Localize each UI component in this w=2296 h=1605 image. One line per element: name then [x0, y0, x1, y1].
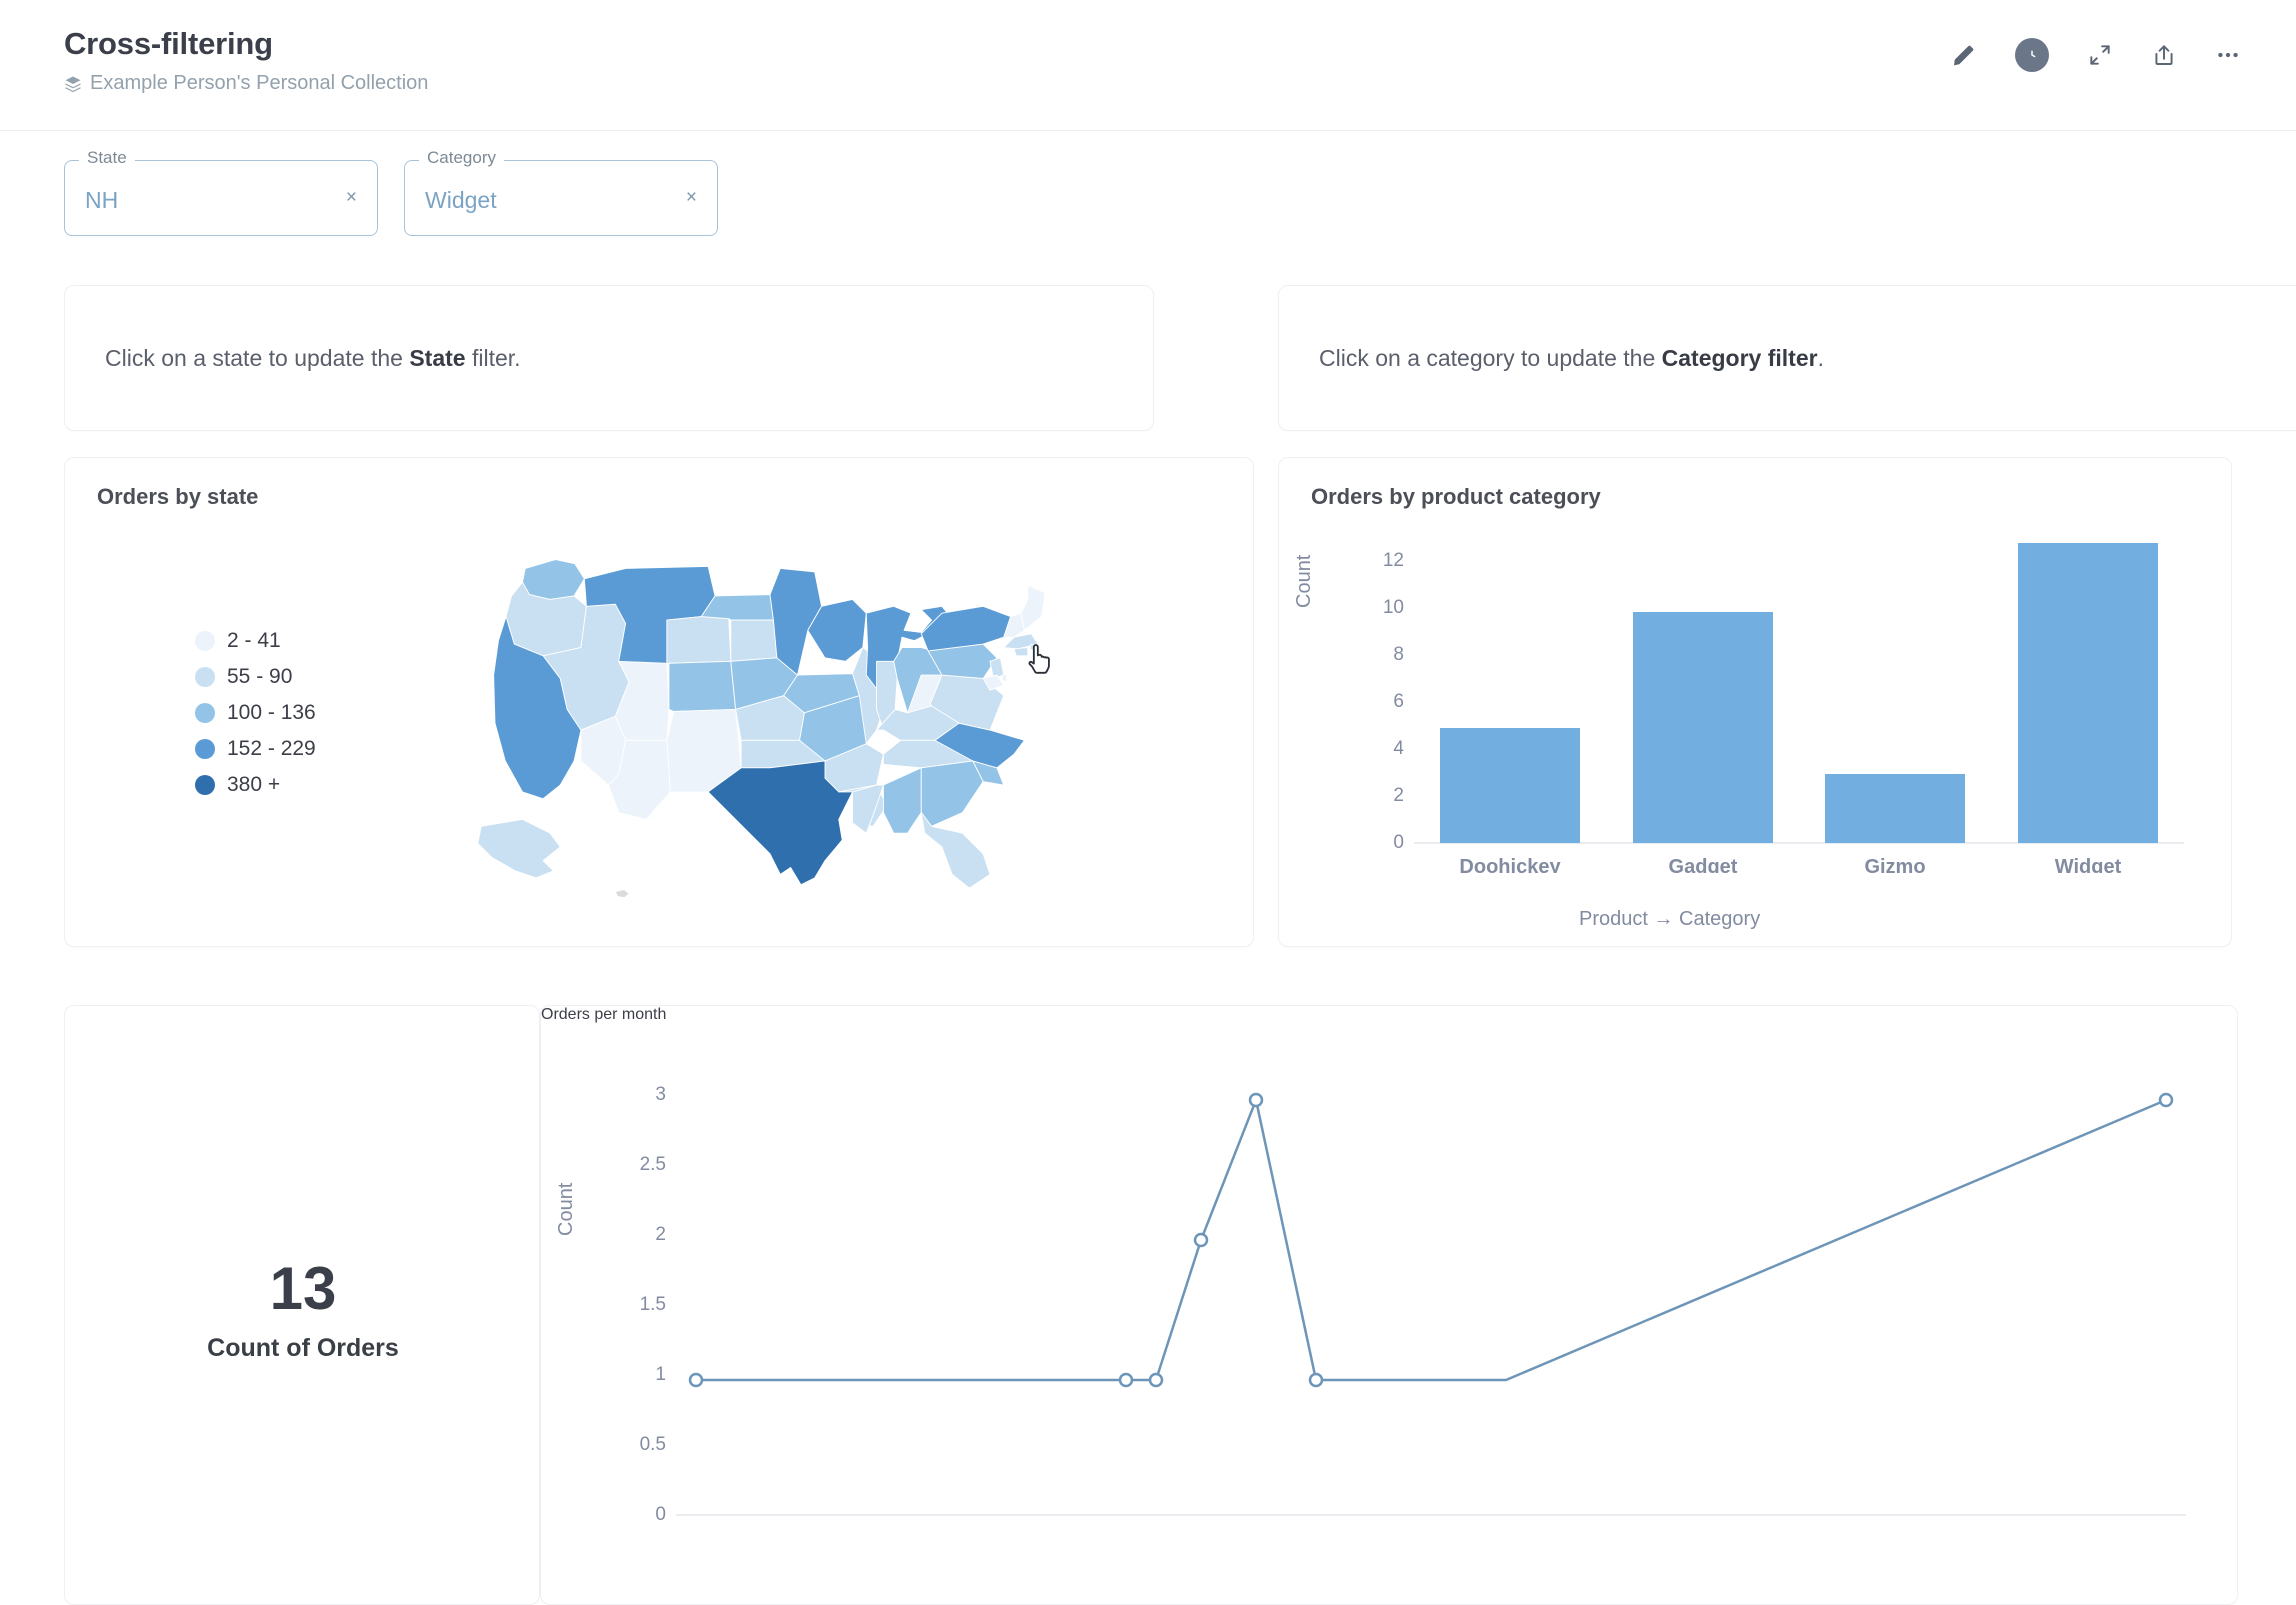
- svg-text:12: 12: [1383, 550, 1404, 571]
- svg-text:Gizmo: Gizmo: [1864, 856, 1925, 873]
- svg-text:10: 10: [1383, 597, 1404, 618]
- svg-text:6: 6: [1393, 691, 1404, 712]
- svg-text:8: 8: [1393, 644, 1404, 665]
- svg-text:1.5: 1.5: [640, 1294, 666, 1315]
- svg-text:2: 2: [655, 1224, 666, 1245]
- svg-text:Doohickey: Doohickey: [1459, 856, 1561, 873]
- svg-text:0: 0: [655, 1504, 666, 1525]
- svg-text:0.5: 0.5: [640, 1434, 666, 1455]
- svg-text:2.5: 2.5: [640, 1154, 666, 1175]
- svg-text:0: 0: [1393, 832, 1404, 853]
- svg-text:1: 1: [655, 1364, 666, 1385]
- svg-text:Gadget: Gadget: [1669, 856, 1738, 873]
- svg-text:3: 3: [655, 1084, 666, 1105]
- svg-text:4: 4: [1393, 738, 1404, 759]
- svg-text:2: 2: [1393, 785, 1404, 806]
- svg-text:Widget: Widget: [2055, 856, 2122, 873]
